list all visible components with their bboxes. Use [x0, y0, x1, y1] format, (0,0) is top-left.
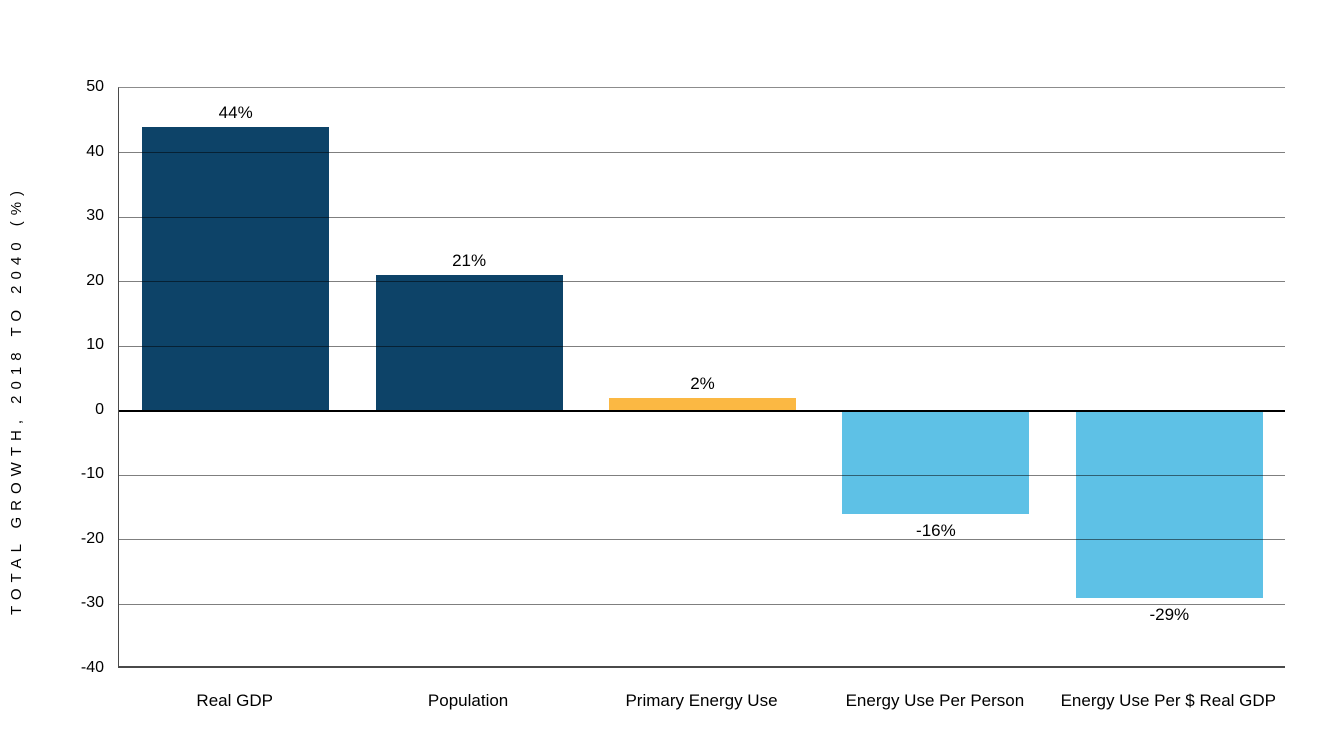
- gridline--30: [119, 603, 1285, 605]
- bar-value-label: -16%: [916, 521, 956, 541]
- y-tick-label--20: -20: [80, 529, 104, 547]
- category-label-real-gdp: Real GDP: [196, 691, 273, 710]
- bar-population: [375, 275, 563, 411]
- category-label-primary-energy-use: Primary Energy Use: [625, 691, 778, 710]
- y-axis-title: TOTAL GROWTH, 2018 TO 2040 (%): [8, 184, 25, 616]
- bar-energy-use-per-real-gdp: [1075, 410, 1263, 598]
- category-label-energy-use-per-real-gdp: Energy Use Per $ Real GDP: [1060, 691, 1276, 710]
- bar-primary-energy-use: [609, 397, 796, 411]
- bar-energy-use-per-person: [842, 410, 1030, 515]
- y-tick-label-20: 20: [86, 271, 104, 289]
- gridline--10: [119, 474, 1285, 476]
- plot-area: 44% 21% 2% -16% -29%: [118, 87, 1285, 668]
- zero-axis-line: [119, 409, 1285, 412]
- category-label-population: Population: [427, 691, 509, 710]
- y-tick-label--30: -30: [80, 594, 104, 612]
- bar-real-gdp: [142, 126, 330, 411]
- bar-value-label: -29%: [1149, 604, 1190, 624]
- bar-value-label: 44%: [218, 102, 253, 122]
- y-tick-label-40: 40: [86, 142, 104, 160]
- y-tick-label-10: 10: [86, 336, 104, 354]
- y-tick-label-30: 30: [86, 207, 104, 225]
- bar-value-label: 21%: [452, 251, 487, 271]
- y-tick-label-50: 50: [86, 78, 104, 95]
- y-tick-label-0: 0: [95, 400, 104, 418]
- category-label-energy-use-per-person: Energy Use Per Person: [845, 691, 1025, 710]
- gridline-20: [119, 281, 1285, 283]
- y-tick-label--10: -10: [80, 465, 104, 483]
- y-tick-label--40: -40: [80, 659, 104, 676]
- gridline-30: [119, 216, 1285, 218]
- gridline-10: [119, 345, 1285, 347]
- bar-value-label: 2%: [690, 373, 715, 393]
- gridline-40: [119, 152, 1285, 154]
- gridline--20: [119, 539, 1285, 541]
